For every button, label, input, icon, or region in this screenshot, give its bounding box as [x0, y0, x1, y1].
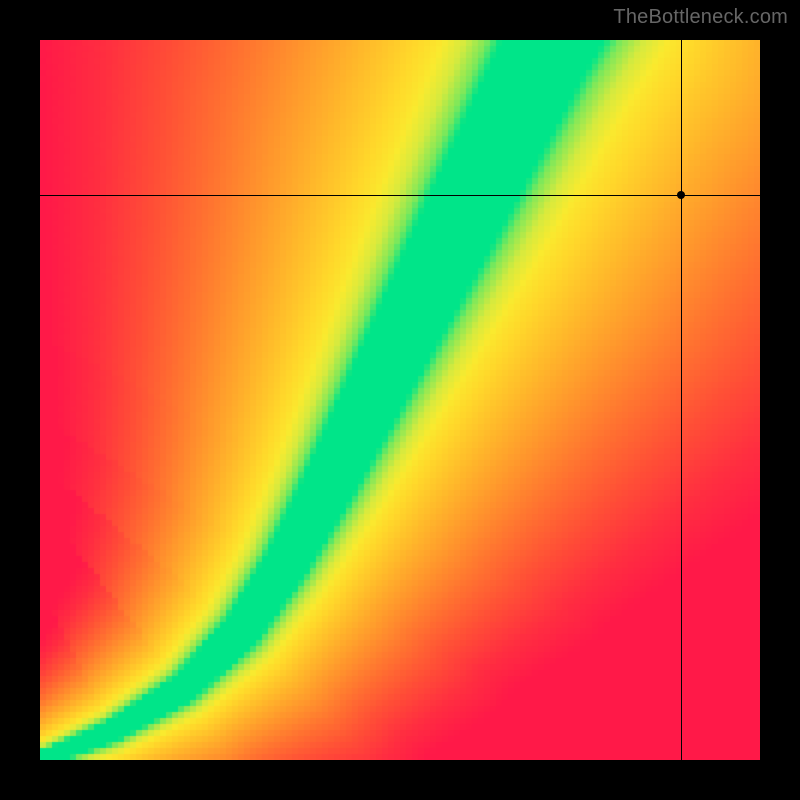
- crosshair-horizontal: [40, 195, 760, 196]
- chart-container: TheBottleneck.com: [0, 0, 800, 800]
- heatmap-canvas: [40, 40, 760, 760]
- watermark-text: TheBottleneck.com: [613, 6, 788, 29]
- crosshair-dot: [677, 191, 685, 199]
- crosshair-vertical: [681, 40, 682, 760]
- plot-area: [40, 40, 760, 760]
